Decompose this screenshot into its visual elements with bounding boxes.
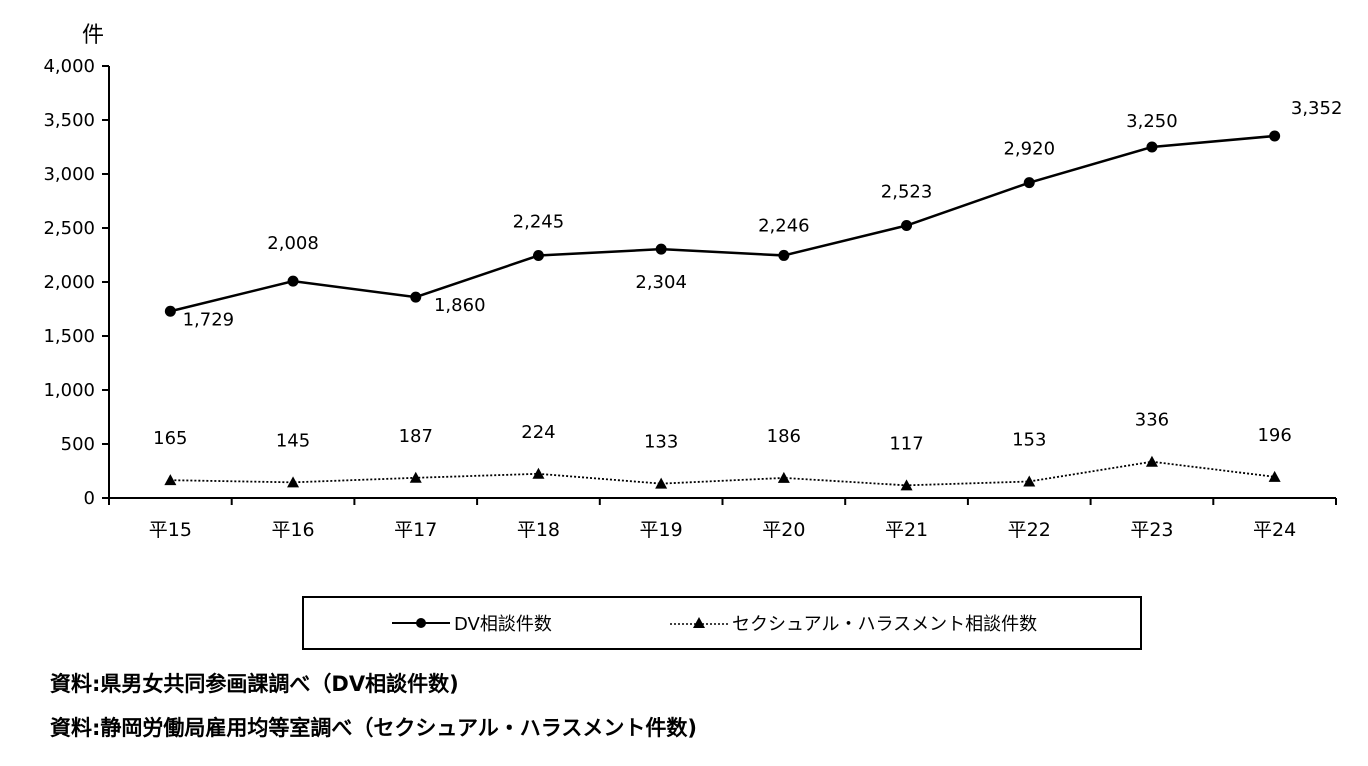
dv-point <box>901 220 913 232</box>
source-note-dv: 資料:県男女共同参画課調べ（DV相談件数) <box>50 672 459 696</box>
dv-point <box>532 250 544 262</box>
y-tick-label: 4,000 <box>43 56 95 77</box>
harassment-data-label: 224 <box>521 422 555 443</box>
harassment-series-line <box>170 460 1275 487</box>
dv-data-label: 3,352 <box>1291 98 1343 119</box>
dv-data-label: 2,920 <box>1003 139 1055 160</box>
harassment-data-label: 145 <box>276 430 310 451</box>
harassment-point <box>1145 455 1158 467</box>
legend-marker-circle-icon <box>392 618 450 628</box>
x-tick-label: 平19 <box>640 519 683 541</box>
x-tick-label: 平16 <box>271 519 314 541</box>
legend-label-dv: DV相談件数 <box>454 614 552 635</box>
legend-label-harassment: セクシュアル・ハラスメント相談件数 <box>732 614 1038 635</box>
dv-data-label: 2,246 <box>758 215 810 236</box>
x-tick-label: 平18 <box>517 519 560 541</box>
y-tick-label: 1,000 <box>43 380 95 401</box>
harassment-data-label: 336 <box>1135 410 1169 431</box>
dv-point <box>1146 141 1158 153</box>
dv-data-label: 1,729 <box>183 309 235 330</box>
data-labels: 1,729 2,008 1,860 2,245 2,304 2,246 2,523 2,920… <box>153 98 1342 454</box>
dv-data-label: 2,245 <box>513 212 565 233</box>
harassment-point <box>287 476 300 488</box>
dv-data-label: 2,523 <box>881 182 933 203</box>
y-tick-label: 1,500 <box>43 326 95 347</box>
harassment-point <box>655 477 668 489</box>
dv-point <box>164 305 176 317</box>
source-note-harassment: 資料:静岡労働局雇用均等室調べ（セクシュアル・ハラスメント件数) <box>50 716 697 740</box>
harassment-point <box>164 474 177 486</box>
harassment-data-label: 153 <box>1012 429 1046 450</box>
dv-point <box>1023 177 1035 189</box>
harassment-data-label: 186 <box>767 426 801 447</box>
dv-data-label: 2,304 <box>635 272 687 293</box>
harassment-point <box>409 471 422 483</box>
harassment-point <box>900 479 913 491</box>
x-tick-label: 平20 <box>762 519 805 541</box>
harassment-point <box>1023 475 1036 487</box>
y-tick-label: 3,000 <box>43 164 95 185</box>
dv-series-line <box>170 134 1275 313</box>
dv-point <box>287 275 299 287</box>
y-axis-unit-label: 件 <box>82 23 104 48</box>
dv-data-label: 1,860 <box>434 295 486 316</box>
harassment-data-label: 165 <box>153 428 187 449</box>
y-tick-labels: 0 500 1,000 1,500 2,000 2,500 3,000 3,500 4,000 <box>43 56 95 509</box>
line-chart: 件 0 500 1,000 1,500 2,000 2,500 3,000 3,500 4,00… <box>43 23 1342 541</box>
harassment-data-label: 133 <box>644 432 678 453</box>
legend-item-harassment: セクシュアル・ハラスメント相談件数 <box>670 598 1037 648</box>
y-tick-label: 2,500 <box>43 218 95 239</box>
harassment-point <box>1268 470 1281 482</box>
harassment-data-label: 117 <box>889 433 923 454</box>
axes <box>102 65 1337 505</box>
y-tick-label: 3,500 <box>43 110 95 131</box>
x-tick-labels: 平15 平16 平17 平18 平19 平20 平21 平22 平23 平24 <box>149 519 1296 541</box>
dv-point <box>410 291 422 303</box>
y-tick-label: 2,000 <box>43 272 95 293</box>
harassment-point <box>777 471 790 483</box>
dv-point <box>655 243 667 255</box>
dv-data-label: 2,008 <box>267 233 319 254</box>
legend-item-dv: DV相談件数 <box>392 598 552 648</box>
harassment-data-label: 187 <box>399 426 433 447</box>
dv-point <box>778 249 790 261</box>
x-tick-label: 平17 <box>394 519 437 541</box>
dv-point <box>1269 130 1281 142</box>
y-tick-label: 500 <box>61 434 95 455</box>
harassment-data-label: 196 <box>1257 425 1291 446</box>
x-tick-label: 平23 <box>1130 519 1173 541</box>
series-lines <box>164 130 1281 491</box>
x-tick-label: 平21 <box>885 519 928 541</box>
harassment-point <box>532 467 545 479</box>
legend: DV相談件数 セクシュアル・ハラスメント相談件数 <box>302 596 1142 650</box>
dv-data-label: 3,250 <box>1126 111 1178 132</box>
x-tick-label: 平15 <box>149 519 192 541</box>
x-tick-label: 平22 <box>1008 519 1051 541</box>
legend-marker-triangle-icon <box>670 617 728 628</box>
x-tick-label: 平24 <box>1253 519 1296 541</box>
y-tick-label: 0 <box>84 488 95 509</box>
